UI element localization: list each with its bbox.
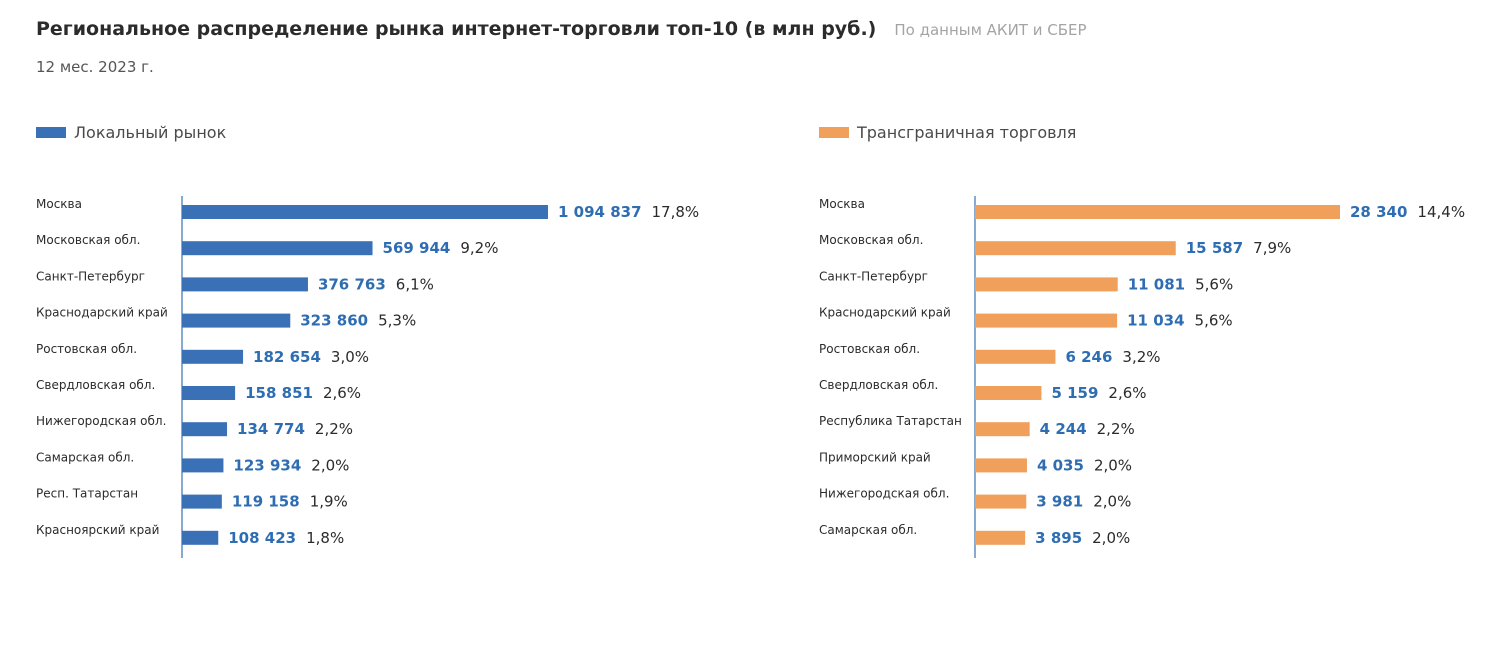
category-label: Красноярский край [36, 523, 159, 537]
percent-label: 3,0% [331, 348, 369, 366]
percent-label: 1,8% [306, 529, 344, 547]
category-label: Нижегородская обл. [36, 414, 166, 428]
chart-cross: Москва 28 340 14,4% Московская обл. 15 587 7,… [819, 192, 1500, 558]
bar [975, 241, 1176, 256]
legend-cross: Трансграничная торговля [819, 123, 1076, 142]
percent-label: 9,2% [460, 239, 498, 257]
value-label: 15 587 [1186, 239, 1243, 257]
bar [182, 349, 244, 364]
chart-cross-svg: Москва 28 340 14,4% Московская обл. 15 587 7,… [819, 196, 1465, 558]
percent-label: 2,0% [1092, 529, 1130, 547]
bar [975, 458, 1027, 473]
value-label: 11 034 [1127, 312, 1184, 330]
bar [182, 205, 548, 219]
category-label: Ростовская обл. [36, 342, 137, 356]
category-label: Респ. Татарстан [36, 487, 138, 501]
legend-swatch-local [36, 127, 66, 138]
category-label: Самарская обл. [36, 450, 134, 464]
chart-local-svg: Москва 1 094 837 17,8% Московская обл. 569 9… [36, 196, 700, 558]
bar [975, 349, 1056, 364]
value-label: 108 423 [228, 529, 296, 547]
percent-label: 2,2% [1097, 420, 1135, 438]
category-label: Москва [36, 197, 82, 211]
value-label: 28 340 [1350, 203, 1407, 221]
bar [975, 277, 1118, 292]
percent-label: 2,0% [1094, 456, 1132, 474]
percent-label: 5,6% [1195, 275, 1233, 293]
category-label: Ростовская обл. [819, 342, 920, 356]
category-label: Республика Татарстан [819, 414, 962, 428]
category-label: Санкт-Петербург [819, 269, 928, 283]
category-label: Московская обл. [36, 233, 140, 247]
value-label: 134 774 [237, 420, 305, 438]
period-label: 12 мес. 2023 г. [36, 58, 154, 76]
value-label: 3 981 [1036, 493, 1083, 511]
category-label: Краснодарский край [819, 306, 951, 320]
value-label: 1 094 837 [558, 203, 642, 221]
percent-label: 3,2% [1122, 348, 1160, 366]
value-label: 158 851 [245, 384, 313, 402]
value-label: 569 944 [383, 239, 451, 257]
bar [182, 313, 291, 328]
bar [182, 386, 236, 400]
value-label: 3 895 [1035, 529, 1082, 547]
value-label: 119 158 [232, 493, 300, 511]
bar [182, 277, 308, 292]
value-label: 376 763 [318, 275, 386, 293]
percent-label: 17,8% [652, 203, 700, 221]
bar [182, 530, 219, 545]
percent-label: 5,6% [1195, 312, 1233, 330]
legend-label-cross: Трансграничная торговля [857, 123, 1077, 142]
category-label: Свердловская обл. [819, 378, 938, 392]
value-label: 123 934 [233, 456, 301, 474]
value-label: 182 654 [253, 348, 321, 366]
bar [182, 422, 228, 437]
value-label: 4 244 [1040, 420, 1087, 438]
bar [975, 494, 1027, 509]
value-label: 4 035 [1037, 456, 1084, 474]
bar [182, 494, 222, 509]
percent-label: 1,9% [310, 493, 348, 511]
category-label: Приморский край [819, 450, 931, 464]
bar [975, 205, 1340, 219]
percent-label: 6,1% [396, 275, 434, 293]
percent-label: 2,6% [323, 384, 361, 402]
value-label: 5 159 [1051, 384, 1098, 402]
percent-label: 2,6% [1108, 384, 1146, 402]
bar [182, 458, 224, 473]
bar [975, 313, 1118, 328]
source-note: По данным АКИТ и СБЕР [894, 21, 1087, 39]
percent-label: 7,9% [1253, 239, 1291, 257]
percent-label: 14,4% [1417, 203, 1465, 221]
value-label: 323 860 [300, 312, 368, 330]
percent-label: 5,3% [378, 312, 416, 330]
legend-local: Локальный рынок [36, 123, 226, 142]
bar [182, 241, 373, 256]
percent-label: 2,0% [1093, 493, 1131, 511]
bar [975, 386, 1042, 400]
percent-label: 2,0% [311, 456, 349, 474]
header: Региональное распределение рынка интерне… [36, 18, 1087, 40]
legend-swatch-cross [819, 127, 849, 138]
category-label: Санкт-Петербург [36, 269, 145, 283]
bar [975, 422, 1030, 437]
legend-label-local: Локальный рынок [74, 123, 227, 142]
category-label: Свердловская обл. [36, 378, 155, 392]
category-label: Нижегородская обл. [819, 487, 949, 501]
page-title: Региональное распределение рынка интерне… [36, 18, 877, 40]
category-label: Московская обл. [819, 233, 923, 247]
category-label: Краснодарский край [36, 306, 168, 320]
percent-label: 2,2% [315, 420, 353, 438]
category-label: Москва [819, 197, 865, 211]
bar [975, 530, 1026, 545]
chart-local: Москва 1 094 837 17,8% Московская обл. 569 9… [36, 192, 736, 558]
value-label: 11 081 [1128, 275, 1185, 293]
value-label: 6 246 [1065, 348, 1112, 366]
category-label: Самарская обл. [819, 523, 917, 537]
